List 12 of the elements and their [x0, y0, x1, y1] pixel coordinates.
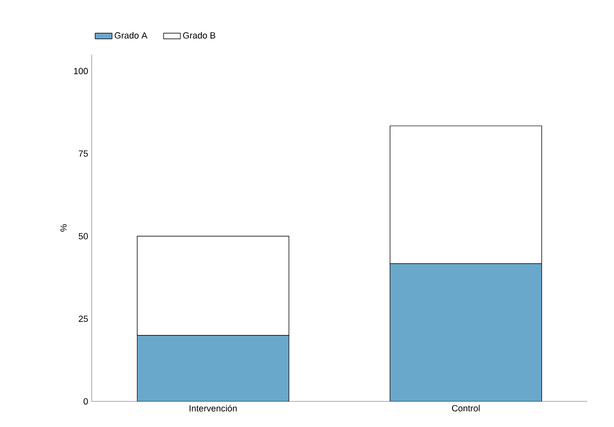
x-tick-label: Intervención	[190, 404, 237, 412]
y-tick-label: 25	[78, 316, 88, 322]
y-tick-label: 75	[78, 150, 88, 157]
y-tick-label: 50	[78, 232, 88, 240]
bar	[136, 334, 290, 402]
legend-label: Grado B	[183, 32, 216, 38]
bar	[390, 263, 542, 402]
y-tick-label: 100	[74, 68, 88, 74]
x-tick-label: Control	[452, 404, 480, 412]
legend-label: Grado A	[114, 32, 148, 38]
y-axis-title: %	[60, 224, 67, 232]
y-tick-label: 0	[84, 398, 88, 404]
